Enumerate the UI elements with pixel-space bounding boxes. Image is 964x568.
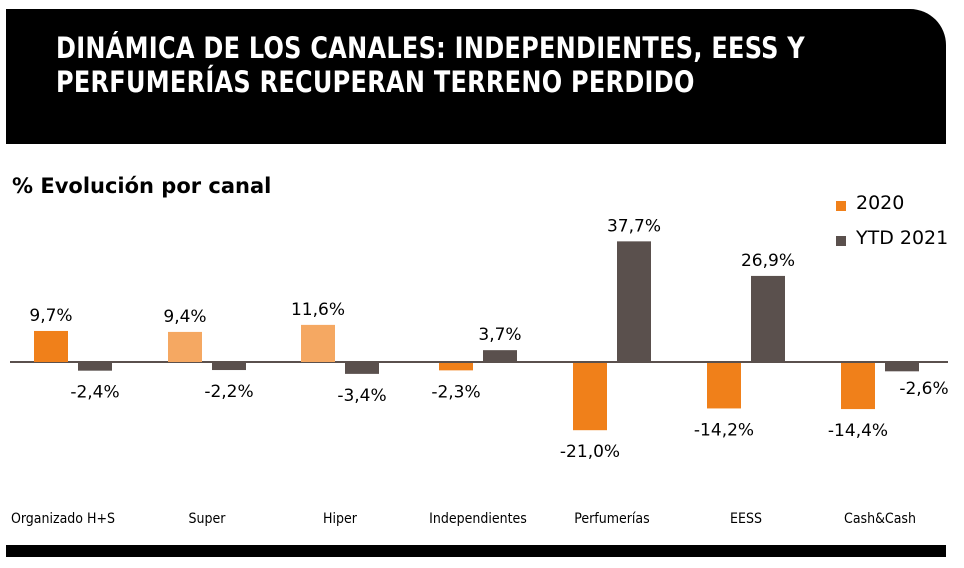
bar-2020-perfumer-as xyxy=(573,363,607,431)
data-label-ytd-2021: -3,4% xyxy=(337,386,386,406)
bar-2020-eess xyxy=(707,363,741,409)
category-label: Organizado H+S xyxy=(11,511,115,527)
data-label-2020: -2,3% xyxy=(431,382,480,402)
category-label: Perfumerías xyxy=(574,511,649,527)
data-label-ytd-2021: 37,7% xyxy=(607,216,661,236)
bar-2020-independientes xyxy=(439,363,473,371)
category-label: Independientes xyxy=(429,511,527,527)
bar-ytd-2021-hiper xyxy=(345,363,379,374)
data-label-2020: -14,4% xyxy=(828,421,888,441)
bar-ytd-2021-cash-cash xyxy=(885,363,919,372)
bar-2020-cash-cash xyxy=(841,363,875,410)
legend-label-ytd-2021: YTD 2021 xyxy=(856,227,949,249)
legend-swatch-2020 xyxy=(836,201,846,211)
category-label: Cash&Cash xyxy=(844,511,916,527)
footer-bar xyxy=(6,545,946,557)
chart-subtitle: % Evolución por canal xyxy=(12,174,272,198)
legend-label-2020: 2020 xyxy=(856,192,905,214)
bar-2020-super xyxy=(168,331,202,362)
data-label-ytd-2021: 3,7% xyxy=(478,325,521,345)
category-label: EESS xyxy=(730,511,762,527)
data-label-ytd-2021: -2,2% xyxy=(204,382,253,402)
data-label-2020: 11,6% xyxy=(291,300,345,320)
data-label-ytd-2021: -2,6% xyxy=(899,379,948,399)
data-label-2020: -21,0% xyxy=(560,442,620,462)
bar-ytd-2021-organizado-h-s xyxy=(78,363,112,371)
legend-swatch-ytd-2021 xyxy=(836,236,846,246)
bar-2020-organizado-h-s xyxy=(34,330,68,362)
data-label-ytd-2021: -2,4% xyxy=(70,383,119,403)
data-label-2020: 9,4% xyxy=(163,307,206,327)
bar-ytd-2021-independientes xyxy=(483,350,517,362)
bar-2020-hiper xyxy=(301,324,335,362)
category-label: Super xyxy=(189,511,227,527)
bar-ytd-2021-perfumer-as xyxy=(617,241,651,362)
category-label: Hiper xyxy=(323,511,358,527)
data-label-2020: -14,2% xyxy=(694,420,754,440)
page-title: DINÁMICA DE LOS CANALES: INDEPENDIENTES,… xyxy=(56,31,805,99)
title-banner: DINÁMICA DE LOS CANALES: INDEPENDIENTES,… xyxy=(6,9,946,144)
data-label-2020: 9,7% xyxy=(29,306,72,326)
bar-ytd-2021-eess xyxy=(751,275,785,362)
bar-ytd-2021-super xyxy=(212,363,246,371)
data-label-ytd-2021: 26,9% xyxy=(741,251,795,271)
